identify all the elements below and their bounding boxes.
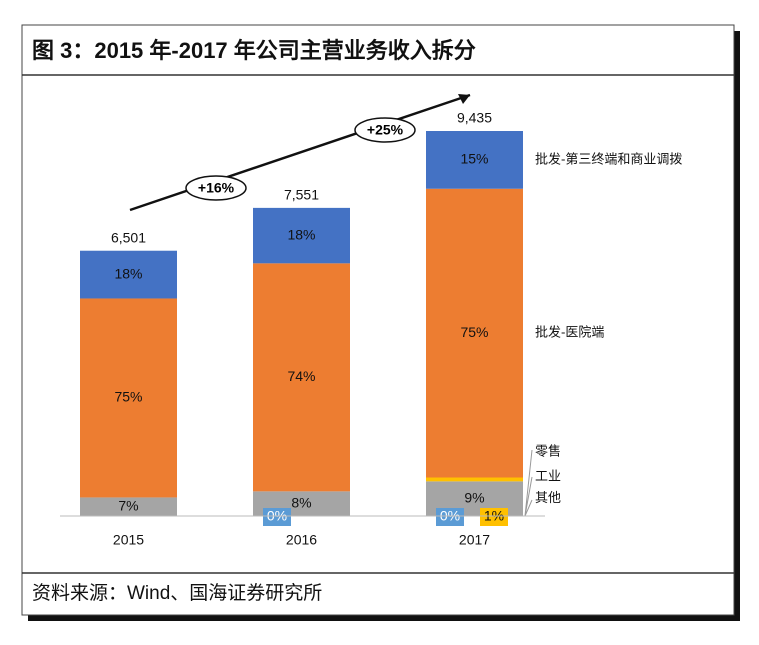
label-badge xyxy=(263,508,291,526)
x-tick-label: 2016 xyxy=(286,532,317,548)
chart-title: 图 3：2015 年-2017 年公司主营业务收入拆分 xyxy=(32,38,476,63)
data-label: 75% xyxy=(114,389,142,405)
label-badge xyxy=(480,508,508,526)
legend-leader xyxy=(524,449,533,517)
data-label: 7% xyxy=(118,497,138,513)
data-label: 9% xyxy=(464,489,484,505)
annotation-oval xyxy=(185,175,247,201)
label-badge xyxy=(436,508,464,526)
annotation: +16% xyxy=(198,180,235,196)
bar-segment xyxy=(80,250,177,299)
annotation-oval xyxy=(354,117,416,143)
x-tick-label: 2015 xyxy=(113,532,144,548)
data-label: 75% xyxy=(460,324,488,340)
source-note: 资料来源：Wind、国海证券研究所 xyxy=(32,582,322,604)
data-label: 15% xyxy=(460,151,488,167)
legend-label: 批发-医院端 xyxy=(535,325,604,341)
bar-segment xyxy=(253,207,350,264)
arrow-head xyxy=(458,94,470,104)
legend-label: 零售 xyxy=(535,444,561,460)
total-label: 7,551 xyxy=(284,187,319,203)
bar-segment xyxy=(80,298,177,498)
legend-label: 其他 xyxy=(535,491,561,506)
bar-segment xyxy=(253,263,350,492)
data-label: 74% xyxy=(287,368,315,384)
bar-segment xyxy=(426,188,523,478)
x-tick-label: 2017 xyxy=(459,532,490,548)
annotation: +25% xyxy=(367,122,404,138)
bar-segment xyxy=(426,477,523,482)
legend-label: 批发-第三终端和商业调拨 xyxy=(535,151,682,167)
total-label: 6,501 xyxy=(111,229,146,245)
bar-segment xyxy=(426,131,523,189)
data-label: 18% xyxy=(287,226,315,242)
bar-segment xyxy=(80,497,177,516)
data-label: 8% xyxy=(291,494,311,510)
legend-label: 工业 xyxy=(535,470,561,485)
data-label: 18% xyxy=(114,265,142,281)
total-label: 9,435 xyxy=(457,110,492,126)
